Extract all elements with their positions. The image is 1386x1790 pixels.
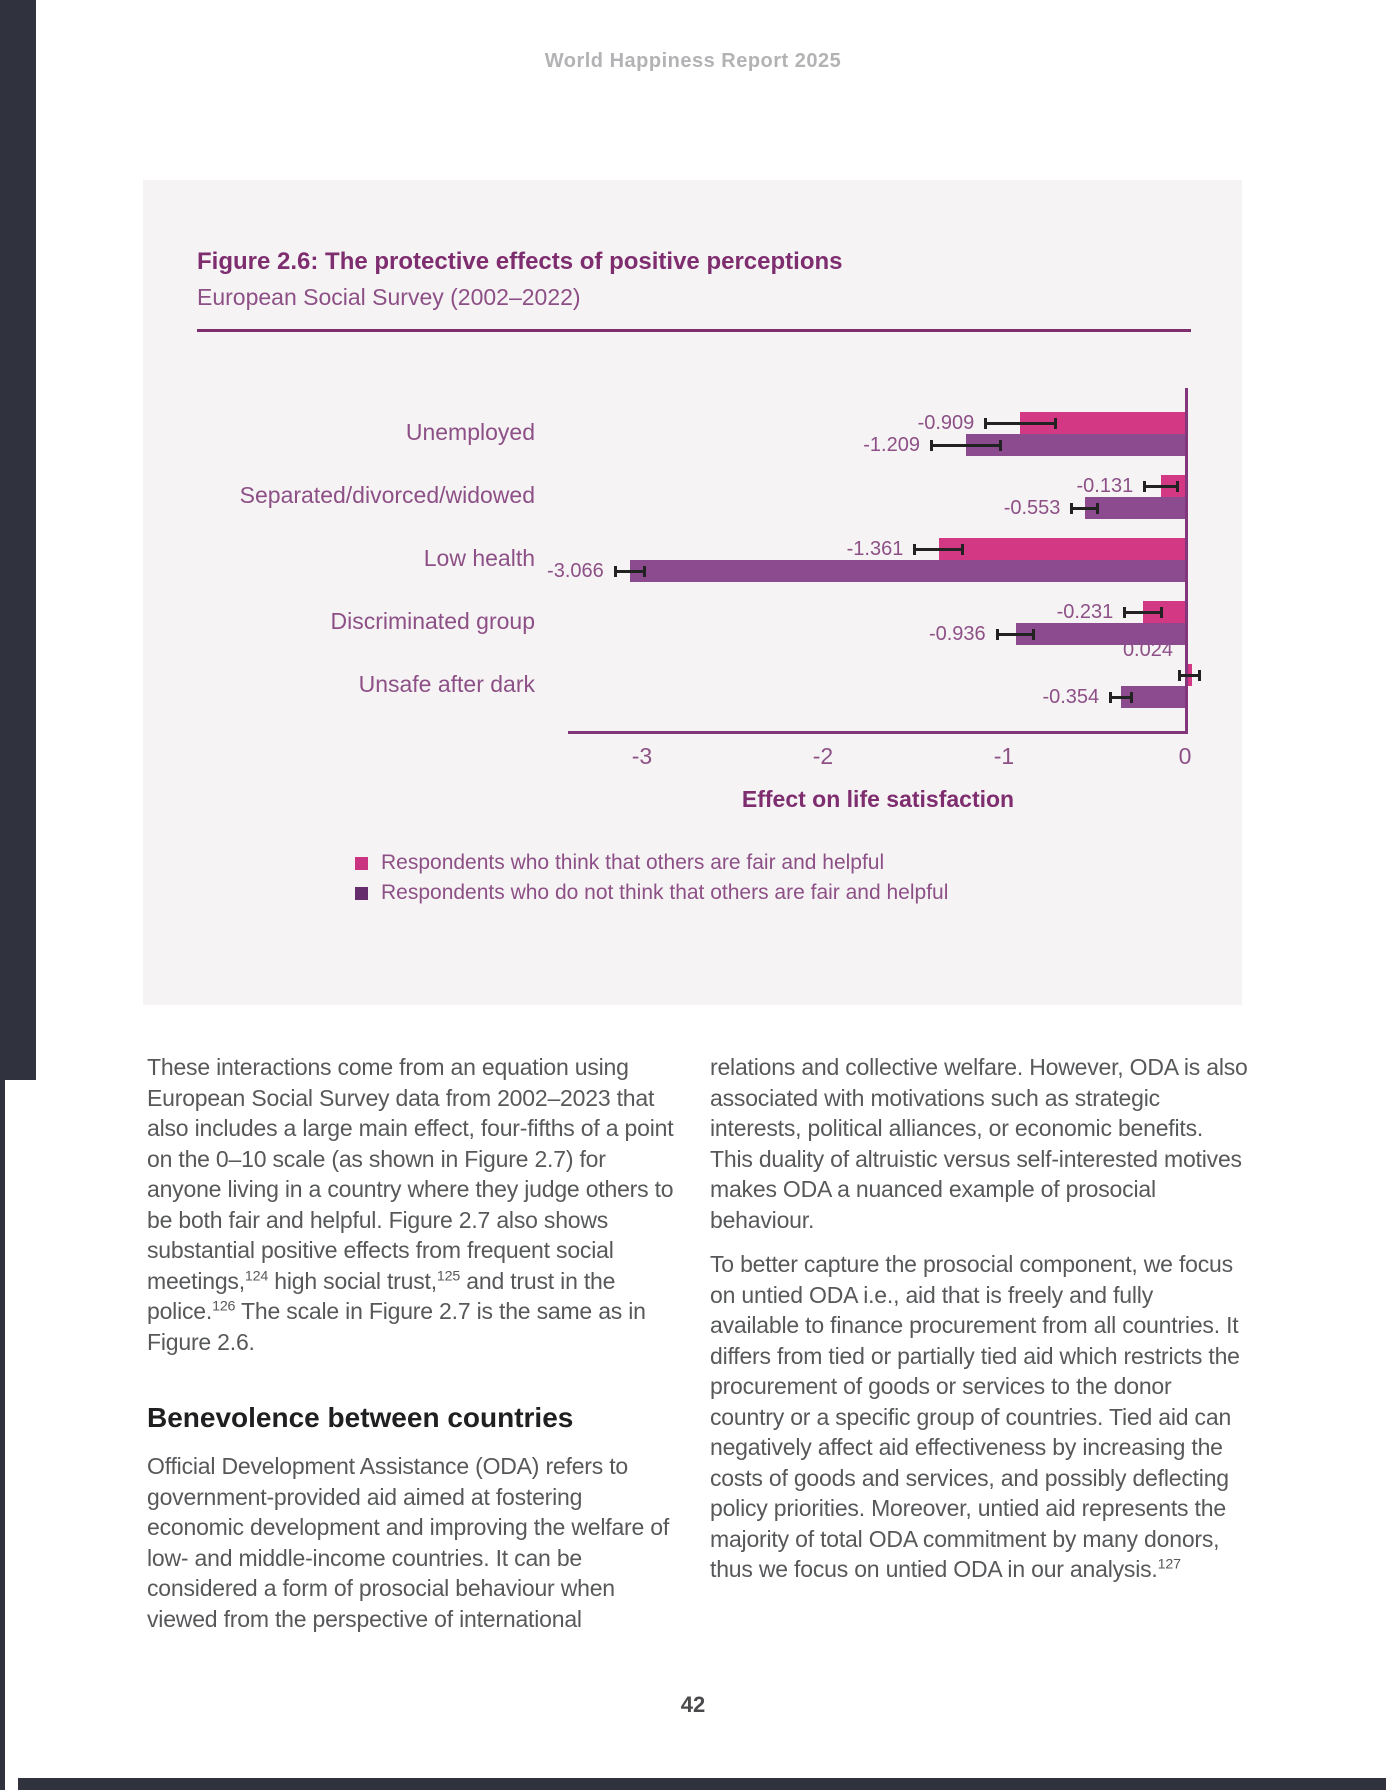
figure-panel: Figure 2.6: The protective effects of po… xyxy=(143,180,1242,1005)
legend-swatch-purple xyxy=(355,886,368,900)
error-bar xyxy=(984,417,1058,429)
category-label: Separated/divorced/widowed xyxy=(239,482,535,508)
bar-fair-helpful xyxy=(938,538,1185,560)
value-label: -0.354 xyxy=(1042,686,1100,708)
paragraph: Official Development Assistance (ODA) re… xyxy=(147,1451,685,1634)
figure-title: Figure 2.6: The protective effects of po… xyxy=(197,248,843,275)
error-bar xyxy=(929,439,1003,451)
paragraph: To better capture the prosocial componen… xyxy=(710,1249,1248,1585)
error-bar xyxy=(613,565,647,577)
paragraph: These interactions come from an equation… xyxy=(147,1052,685,1357)
text-run: These interactions come from an equation… xyxy=(147,1054,674,1294)
legend-label: Respondents who do not think that others… xyxy=(381,881,949,904)
error-bar xyxy=(1109,691,1133,703)
value-label: -3.066 xyxy=(547,560,604,582)
text-run: To better capture the prosocial componen… xyxy=(710,1251,1240,1582)
legend-item: Respondents who think that others are fa… xyxy=(355,848,948,878)
page-header: World Happiness Report 2025 xyxy=(544,50,842,72)
x-axis-line xyxy=(568,731,1188,734)
x-tick-label: 0 xyxy=(1178,743,1192,769)
value-label: -0.231 xyxy=(1056,601,1114,623)
text-run: high social trust, xyxy=(268,1267,437,1294)
body-column-left: These interactions come from an equation… xyxy=(147,1052,685,1634)
bar-chart: Effect on life satisfaction Respondents … xyxy=(143,180,1242,1005)
value-label: -0.936 xyxy=(928,623,986,645)
error-bar xyxy=(1143,480,1180,492)
x-axis-label: Effect on life satisfaction xyxy=(741,786,1015,812)
text-run: The scale in Figure 2.7 is the same as i… xyxy=(147,1298,646,1355)
value-label: -1.209 xyxy=(863,434,920,456)
legend-swatch-pink xyxy=(355,856,368,870)
page-number: 42 xyxy=(680,1692,706,1717)
legend-item: Respondents who do not think that others… xyxy=(355,878,948,908)
bar-not-fair-helpful xyxy=(630,560,1185,582)
paragraph: relations and collective welfare. Howeve… xyxy=(710,1052,1248,1235)
bar-fair-helpful xyxy=(1143,601,1185,623)
x-tick-label: -1 xyxy=(993,743,1015,769)
category-label: Low health xyxy=(423,545,535,571)
error-bar xyxy=(1070,502,1100,514)
body-column-right: relations and collective welfare. Howeve… xyxy=(710,1052,1248,1585)
category-label: Unemployed xyxy=(405,419,535,445)
footnote-ref: 127 xyxy=(1157,1556,1181,1573)
left-accent-bar xyxy=(0,0,36,1080)
category-label: Unsafe after dark xyxy=(358,671,535,697)
bar-not-fair-helpful xyxy=(1084,497,1185,519)
error-bar xyxy=(913,543,964,555)
value-label: -0.553 xyxy=(1003,497,1061,519)
bottom-accent-bar xyxy=(18,1778,1386,1790)
error-bar xyxy=(1177,669,1202,681)
x-tick-label: -2 xyxy=(812,743,834,769)
error-bar xyxy=(995,628,1036,640)
value-label: -0.131 xyxy=(1076,475,1134,497)
bar-fair-helpful xyxy=(1020,412,1185,434)
zero-axis-line xyxy=(1185,388,1188,734)
footnote-ref: 124 xyxy=(244,1267,269,1284)
text-run: and trust in the police. xyxy=(147,1267,616,1325)
legend-label: Respondents who think that others are fa… xyxy=(381,851,885,874)
footnote-ref: 125 xyxy=(436,1267,461,1284)
figure-subtitle: European Social Survey (2002–2022) xyxy=(197,284,581,310)
error-bar xyxy=(1123,606,1164,618)
category-label: Discriminated group xyxy=(330,608,535,634)
text-run: relations and collective welfare. Howeve… xyxy=(710,1054,1248,1233)
chart-legend: Respondents who think that others are fa… xyxy=(355,848,948,908)
section-heading: Benevolence between countries xyxy=(147,1402,574,1433)
x-tick-label: -3 xyxy=(631,743,653,769)
text-run: Official Development Assistance (ODA) re… xyxy=(147,1453,670,1632)
value-label: -0.909 xyxy=(917,412,975,434)
bar-not-fair-helpful xyxy=(1015,623,1185,645)
bar-not-fair-helpful xyxy=(966,434,1185,456)
figure-title-rule xyxy=(197,329,1191,332)
bar-not-fair-helpful xyxy=(1120,686,1185,708)
value-label: -1.361 xyxy=(846,538,904,560)
footnote-ref: 126 xyxy=(212,1298,236,1315)
